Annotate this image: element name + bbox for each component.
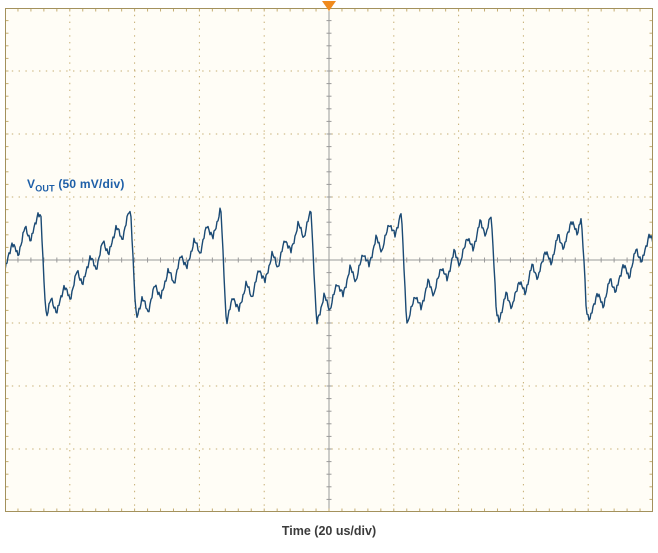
scope-grid-and-trace <box>5 8 653 512</box>
y-axis-label: VOUT (50 mV/div) <box>27 177 125 193</box>
y-axis-label-symbol: V <box>27 177 36 191</box>
x-axis-label: Time (20 us/div) <box>281 524 377 538</box>
scope-plot-area: VOUT (50 mV/div) <box>5 1 653 512</box>
y-axis-label-scale: (50 mV/div) <box>54 177 125 191</box>
y-axis-label-subscript: OUT <box>35 183 55 194</box>
trigger-marker-icon <box>322 1 336 11</box>
